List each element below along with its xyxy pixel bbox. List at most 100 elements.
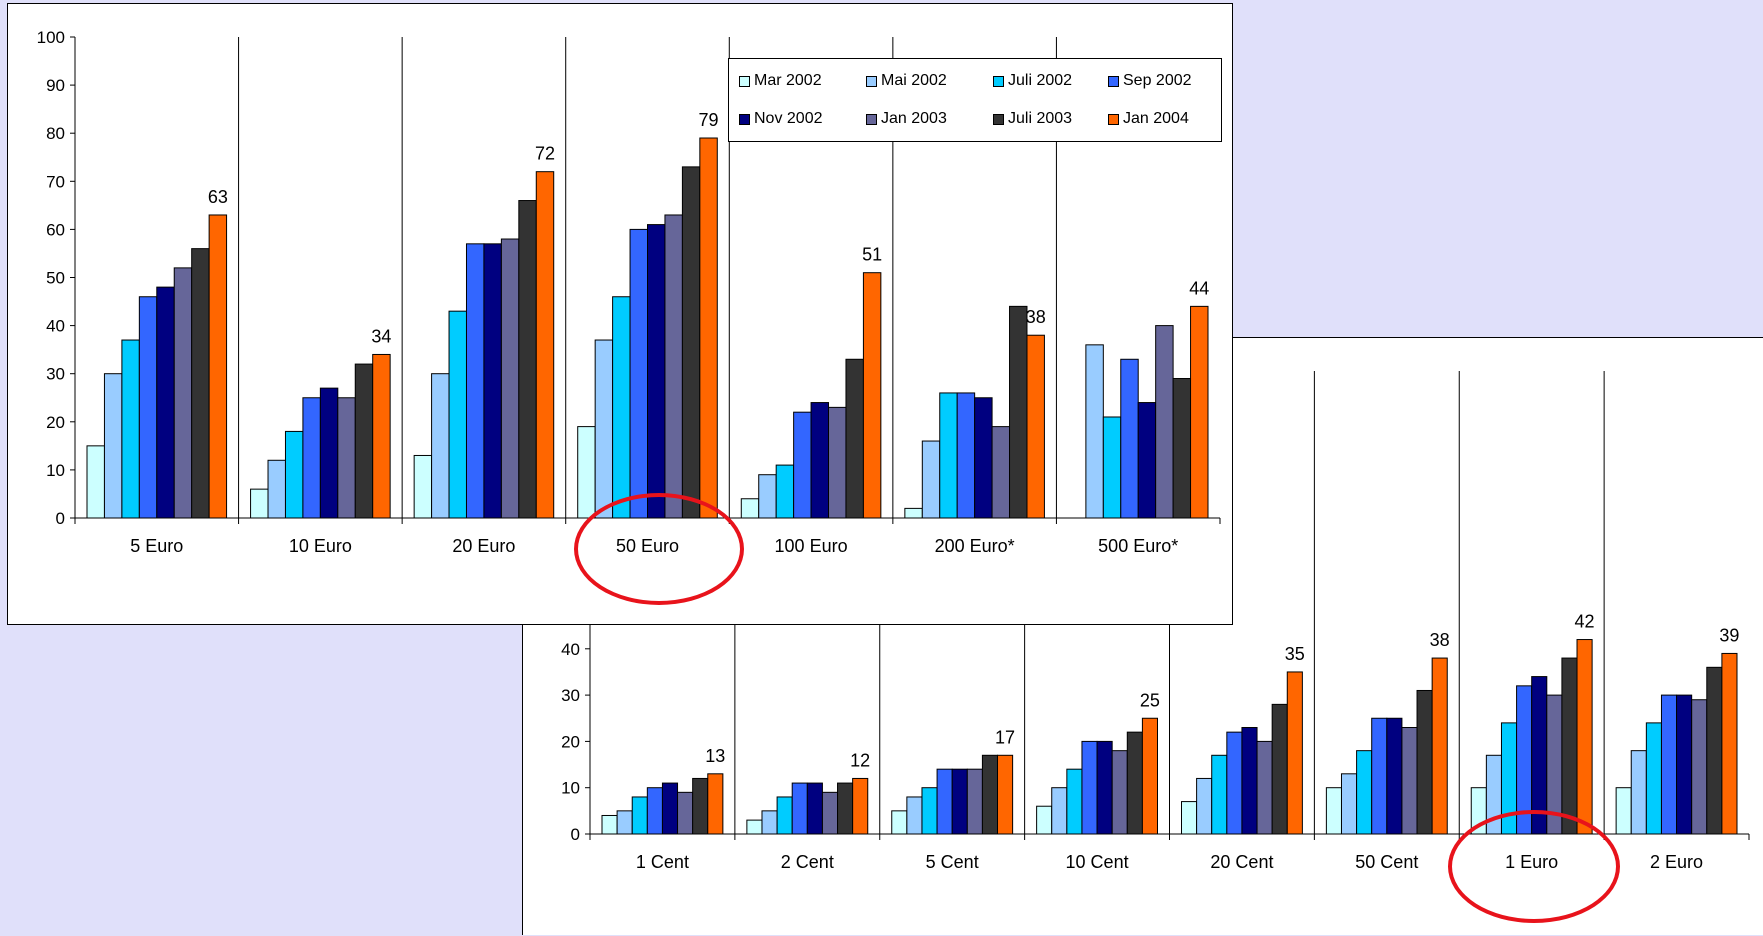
bar <box>1615 787 1632 835</box>
bar <box>465 243 485 519</box>
bar <box>302 397 321 519</box>
bar <box>1356 750 1373 835</box>
y-tick-label: 30 <box>46 365 65 384</box>
data-label: 38 <box>1430 630 1450 650</box>
bar <box>828 406 847 519</box>
legend-swatch <box>739 75 750 87</box>
bar <box>681 166 701 519</box>
bar <box>1286 671 1303 835</box>
bar <box>791 782 808 835</box>
bar <box>372 353 391 519</box>
bar <box>1340 773 1358 835</box>
highlight-circle-1-euro <box>1448 810 1620 923</box>
x-tick-label: 50 Cent <box>1355 852 1418 872</box>
legend-swatch <box>993 75 1004 87</box>
bar <box>740 498 760 519</box>
legend-label: Mai 2002 <box>881 72 947 89</box>
bar <box>1051 787 1068 835</box>
bar <box>629 228 649 519</box>
legend-item: Mar 2002 <box>739 71 822 91</box>
bar <box>1009 305 1028 519</box>
bar <box>1706 666 1723 835</box>
bar <box>616 810 633 835</box>
y-tick-label: 20 <box>46 413 65 432</box>
bar <box>103 373 123 519</box>
bar <box>1172 378 1192 519</box>
bar <box>1196 777 1213 835</box>
x-tick-label: 10 Cent <box>1066 852 1129 872</box>
bar <box>1085 344 1104 519</box>
bar <box>284 430 304 519</box>
x-tick-label: 100 Euro <box>775 536 848 556</box>
legend-label: Jan 2004 <box>1123 110 1189 127</box>
bar <box>631 796 648 835</box>
x-tick-label: 5 Cent <box>926 852 979 872</box>
bar <box>1256 740 1273 835</box>
bar <box>173 267 193 519</box>
bar <box>891 810 908 835</box>
bar <box>1721 652 1738 835</box>
x-tick-label: 200 Euro* <box>935 536 1015 556</box>
data-label: 25 <box>1140 690 1160 710</box>
bar <box>1155 325 1174 519</box>
bar <box>1576 639 1593 835</box>
legend-label: Mar 2002 <box>754 72 822 89</box>
bar <box>156 286 175 519</box>
bar <box>692 777 709 835</box>
bar <box>208 214 228 519</box>
legend-item: Mai 2002 <box>866 71 947 91</box>
x-tick-label: 5 Euro <box>130 536 183 556</box>
bar <box>699 137 718 519</box>
legend-label: Juli 2002 <box>1008 72 1073 89</box>
bar <box>1416 689 1433 835</box>
bar <box>535 171 555 519</box>
bar <box>997 754 1014 835</box>
highlight-circle-50-euro <box>574 493 744 605</box>
bar <box>354 363 374 519</box>
bar <box>1691 699 1708 835</box>
data-label: 39 <box>1719 625 1739 645</box>
y-tick-label: 100 <box>37 28 65 47</box>
bar <box>1325 787 1342 835</box>
bar <box>921 440 941 519</box>
bar <box>1371 717 1388 835</box>
y-tick-label: 40 <box>561 640 580 659</box>
legend-item: Juli 2002 <box>993 71 1072 91</box>
bar <box>677 791 694 835</box>
bar <box>1271 703 1288 835</box>
legend-item: Juli 2003 <box>993 109 1072 129</box>
bar <box>1645 722 1662 835</box>
bar <box>974 397 993 519</box>
y-tick-label: 50 <box>46 269 65 288</box>
legend-label: Nov 2002 <box>754 110 823 127</box>
bar <box>821 791 839 835</box>
data-label: 42 <box>1575 612 1595 632</box>
bar <box>761 810 778 835</box>
x-tick-label: 1 Cent <box>636 852 689 872</box>
y-tick-label: 20 <box>561 732 580 751</box>
legend-swatch <box>866 113 877 125</box>
bar <box>936 768 953 835</box>
notes-chart: 0 10 20 30 40 50 60 70 80 90 100 5 Euro 63 10 Euro 34 2… <box>37 28 1221 556</box>
bar <box>746 819 763 835</box>
y-tick-label: 10 <box>561 779 580 798</box>
legend-swatch <box>866 75 877 87</box>
y-tick-label: 70 <box>46 172 65 191</box>
y-tick-label: 10 <box>46 461 65 480</box>
bar <box>904 507 923 519</box>
data-label: 72 <box>535 144 555 164</box>
bar <box>86 445 105 519</box>
bar <box>121 339 140 519</box>
bar <box>413 454 433 519</box>
bar <box>612 296 631 519</box>
data-label: 13 <box>705 746 725 766</box>
bar <box>981 754 999 835</box>
chart-legend: Mar 2002 Mai 2002 Juli 2002 Sep 2002 Nov… <box>728 58 1222 142</box>
bar <box>991 426 1011 519</box>
data-label: 38 <box>1026 307 1046 327</box>
bar <box>661 782 679 835</box>
bar <box>138 296 158 519</box>
bar <box>1126 731 1143 835</box>
bar <box>1120 358 1139 519</box>
bar <box>1660 694 1678 835</box>
